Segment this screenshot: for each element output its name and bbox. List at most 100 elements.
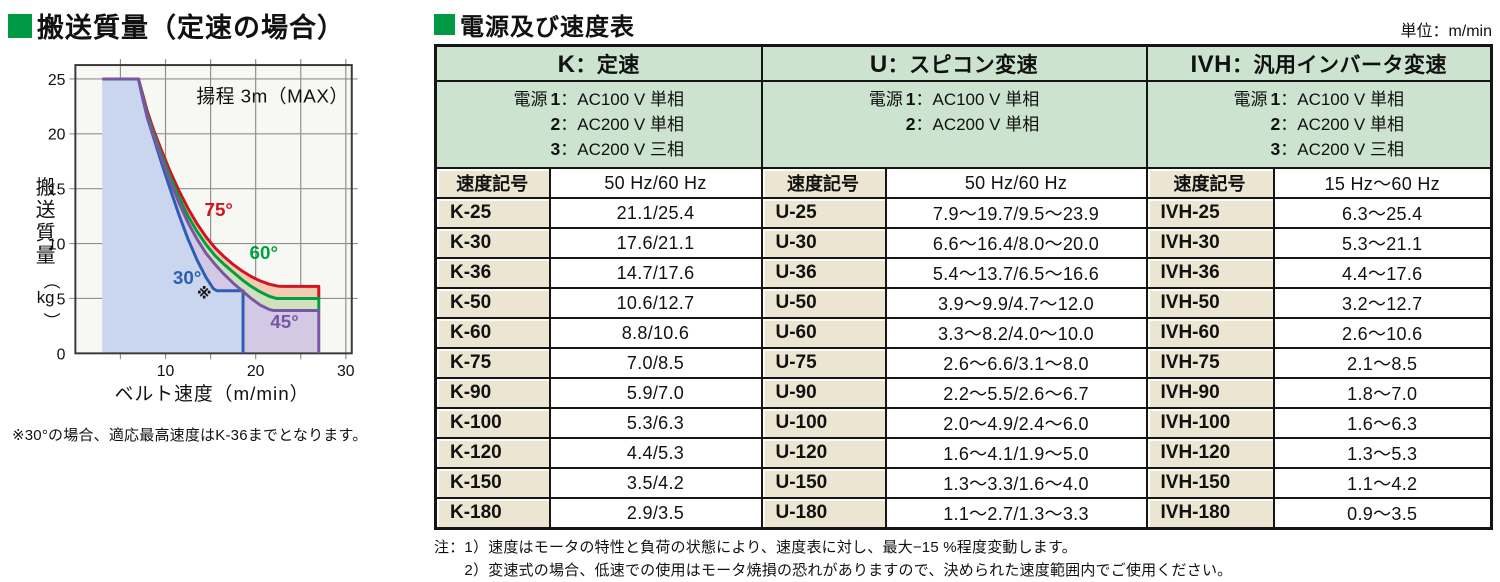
speed-value-cell: 10.6/12.7 (550, 288, 762, 318)
speed-code-cell: K-50 (436, 288, 550, 318)
note-line: 1）速度はモータの特性と負荷の状態により、速度表に対し、最大−15 %程度変動し… (464, 537, 1232, 560)
speed-value-cell: 2.6～10.6 (1274, 318, 1492, 348)
speed-code-cell: IVH-50 (1147, 288, 1274, 318)
speed-code-cell: U-50 (762, 288, 886, 318)
power-line: 1：AC100 V 単相 (906, 87, 1040, 112)
speed-value-cell: 1.6～6.3 (1274, 408, 1492, 438)
y-axis-label-char: 送 (36, 200, 56, 222)
power-text: ：AC200 V 単相 (915, 115, 1039, 134)
series-label-30°: 30° (173, 267, 201, 288)
speed-value-cell: 2.6～6.6/3.1～8.0 (886, 348, 1147, 378)
lift-annotation: 揚程 3m（MAX） (196, 86, 348, 107)
speed-code-cell: U-25 (762, 198, 886, 228)
y-tick-label: 0 (57, 346, 66, 363)
y-tick-label: 20 (48, 127, 66, 144)
speed-value-cell: 1.8～7.0 (1274, 378, 1492, 408)
speed-code-cell: U-30 (762, 228, 886, 258)
speed-value-cell: 3.9～9.9/4.7～12.0 (886, 288, 1147, 318)
speed-value-cell: 5.3/6.3 (550, 408, 762, 438)
chart-title-text: 搬送質量（定速の場合） (37, 6, 345, 45)
speed-code-cell: U-120 (762, 438, 886, 468)
speed-code-cell: K-90 (436, 378, 550, 408)
speed-code-cell: IVH-25 (1147, 198, 1274, 228)
power-label: 電源 (869, 87, 903, 137)
notes-lines: 1）速度はモータの特性と負荷の状態により、速度表に対し、最大−15 %程度変動し… (464, 537, 1232, 582)
speed-code-cell: U-75 (762, 348, 886, 378)
table-notes: 注： 1）速度はモータの特性と負荷の状態により、速度表に対し、最大−15 %程度… (434, 537, 1492, 582)
speed-code-cell: U-90 (762, 378, 886, 408)
power-line: 1：AC100 V 単相 (1271, 87, 1405, 112)
power-line: 3：AC200 V 三相 (1271, 137, 1405, 162)
power-label: 電源 (1234, 87, 1268, 162)
chart-footnote: ※30°の場合、適応最高速度はK-36までとなります。 (8, 424, 434, 445)
speed-value-cell: 14.7/17.6 (550, 258, 762, 288)
power-line: 1：AC100 V 単相 (551, 87, 685, 112)
power-number: 1 (551, 89, 561, 109)
power-number: 2 (551, 114, 561, 134)
speed-code-cell: U-180 (762, 498, 886, 529)
x-tick-label: 20 (247, 363, 265, 380)
section-header-ivh: IVH：汎用インバータ変速 (1147, 46, 1492, 82)
speed-code-cell: K-150 (436, 468, 550, 498)
reference-marker: ※ (197, 286, 211, 302)
power-number: 3 (1271, 139, 1281, 159)
section-name: ：定速 (575, 54, 640, 77)
speed-code-cell: IVH-75 (1147, 348, 1274, 378)
section-name: ：スピコン変速 (888, 54, 1039, 77)
speed-code-cell: IVH-36 (1147, 258, 1274, 288)
table-section-title: 電源及び速度表 (434, 7, 635, 42)
speed-code-cell: U-60 (762, 318, 886, 348)
speed-code-cell: IVH-60 (1147, 318, 1274, 348)
speed-value-cell: 17.6/21.1 (550, 228, 762, 258)
speed-code-cell: K-75 (436, 348, 550, 378)
speed-value-cell: 0.9～3.5 (1274, 498, 1492, 529)
y-axis-label-char: 量 (36, 245, 56, 267)
speed-value-cell: 7.0/8.5 (550, 348, 762, 378)
speed-code-cell: IVH-100 (1147, 408, 1274, 438)
frequency-header: 15 Hz～60 Hz (1274, 168, 1492, 198)
section-code: U (870, 51, 888, 78)
y-axis-unit: kg (37, 288, 55, 307)
x-tick-label: 10 (157, 363, 175, 380)
speed-code-header: 速度記号 (762, 168, 886, 198)
speed-value-cell: 3.3～8.2/4.0～10.0 (886, 318, 1147, 348)
speed-code-cell: K-25 (436, 198, 550, 228)
unit-label: 単位：m/min (1400, 17, 1492, 42)
power-text: ：AC100 V 単相 (1280, 90, 1404, 109)
power-number: 2 (1271, 114, 1281, 134)
x-axis-label: ベルト速度（m/min） (115, 383, 310, 404)
table-title-text: 電源及び速度表 (460, 7, 635, 42)
section-header-k: K：定速 (436, 46, 762, 82)
speed-value-cell: 1.1～2.7/1.3～3.3 (886, 498, 1147, 529)
speed-value-cell: 2.9/3.5 (550, 498, 762, 529)
speed-value-cell: 1.1～4.2 (1274, 468, 1492, 498)
power-text: ：AC200 V 単相 (1280, 115, 1404, 134)
y-axis-label-char: 質 (36, 222, 56, 244)
speed-value-cell: 3.2～12.7 (1274, 288, 1492, 318)
power-line: 2：AC200 V 単相 (906, 112, 1040, 137)
power-text: ：AC100 V 単相 (915, 90, 1039, 109)
power-text: ：AC100 V 単相 (560, 90, 684, 109)
power-number: 1 (1271, 89, 1281, 109)
power-line: 3：AC200 V 三相 (551, 137, 685, 162)
y-tick-label: 25 (48, 72, 66, 89)
speed-value-cell: 4.4～17.6 (1274, 258, 1492, 288)
speed-code-header: 速度記号 (1147, 168, 1274, 198)
speed-value-cell: 1.3～3.3/1.6～4.0 (886, 468, 1147, 498)
power-number: 3 (551, 139, 561, 159)
speed-code-cell: K-36 (436, 258, 550, 288)
speed-value-cell: 8.8/10.6 (550, 318, 762, 348)
speed-value-cell: 6.3～25.4 (1274, 198, 1492, 228)
